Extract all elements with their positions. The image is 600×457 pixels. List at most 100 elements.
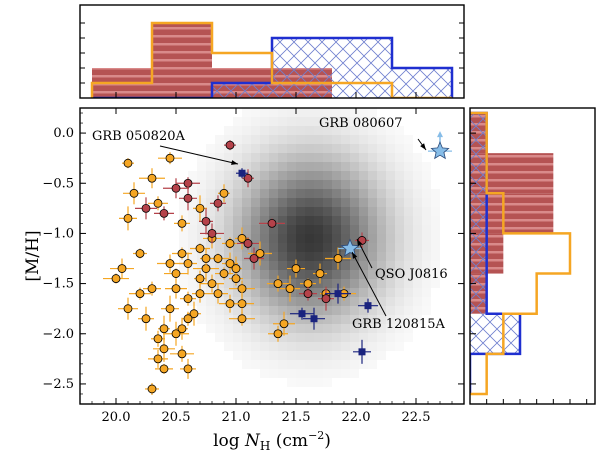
point-marker xyxy=(195,244,205,253)
density-cell xyxy=(314,216,323,225)
density-cell xyxy=(287,117,296,126)
density-cell xyxy=(404,207,413,216)
point-marker xyxy=(159,364,169,374)
density-cell xyxy=(341,279,350,288)
density-cell xyxy=(287,279,296,288)
density-cell xyxy=(404,315,413,324)
density-cell xyxy=(404,198,413,207)
data-point xyxy=(248,241,272,266)
density-cell xyxy=(215,153,224,162)
density-cell xyxy=(431,243,440,252)
density-cell xyxy=(215,207,224,216)
density-cell xyxy=(323,225,332,234)
data-point xyxy=(208,283,228,304)
data-point xyxy=(235,227,249,250)
density-cell xyxy=(269,162,278,171)
point-marker xyxy=(171,269,181,278)
annotation: GRB 120815A xyxy=(351,251,445,332)
density-cell xyxy=(395,198,404,207)
data-point xyxy=(129,287,151,300)
density-cell xyxy=(305,369,314,378)
density-cell xyxy=(386,306,395,315)
density-cell xyxy=(260,252,269,261)
density-cell xyxy=(305,180,314,189)
data-point xyxy=(139,168,165,189)
density-cell xyxy=(233,279,242,288)
density-cell xyxy=(350,270,359,279)
point-marker xyxy=(159,208,169,218)
density-cell xyxy=(404,261,413,270)
density-cell xyxy=(350,198,359,207)
density-cell xyxy=(179,207,188,216)
density-cell xyxy=(278,126,287,135)
y-tick-label: −0.5 xyxy=(42,176,74,191)
density-cell xyxy=(260,261,269,270)
density-cell xyxy=(368,171,377,180)
density-cell xyxy=(287,225,296,234)
density-cell xyxy=(260,243,269,252)
density-cell xyxy=(386,216,395,225)
data-point xyxy=(219,294,241,313)
density-cell xyxy=(188,270,197,279)
density-cell xyxy=(242,189,251,198)
density-cell xyxy=(332,162,341,171)
density-cell xyxy=(269,207,278,216)
density-cell xyxy=(368,324,377,333)
density-cell xyxy=(314,189,323,198)
density-cell xyxy=(359,243,368,252)
density-cell xyxy=(368,207,377,216)
density-cell xyxy=(251,333,260,342)
data-point xyxy=(145,382,159,395)
density-cell xyxy=(206,306,215,315)
density-cell xyxy=(215,180,224,189)
density-cell xyxy=(233,252,242,261)
density-cell xyxy=(251,315,260,324)
density-cell xyxy=(386,189,395,198)
density-cell xyxy=(422,306,431,315)
density-cell xyxy=(332,297,341,306)
density-cell xyxy=(395,270,404,279)
point-marker xyxy=(189,309,199,319)
density-cell xyxy=(260,135,269,144)
data-point xyxy=(153,335,175,362)
right-hist-blue-bar xyxy=(470,193,487,234)
density-cell xyxy=(323,342,332,351)
density-cell xyxy=(350,297,359,306)
point-marker xyxy=(279,319,289,329)
density-cell xyxy=(233,117,242,126)
density-cell xyxy=(242,207,251,216)
density-cell xyxy=(368,261,377,270)
point-marker xyxy=(207,279,217,288)
data-point xyxy=(164,268,188,279)
density-cell xyxy=(197,315,206,324)
density-cell xyxy=(332,234,341,243)
density-cell xyxy=(404,162,413,171)
density-cell xyxy=(188,207,197,216)
density-cell xyxy=(395,306,404,315)
density-cell xyxy=(260,117,269,126)
annotation-arrow-head xyxy=(420,143,426,150)
density-cell xyxy=(269,261,278,270)
density-cell xyxy=(260,297,269,306)
density-cell xyxy=(377,171,386,180)
density-cell xyxy=(341,135,350,144)
density-cell xyxy=(287,261,296,270)
density-cell xyxy=(188,171,197,180)
point-marker xyxy=(123,158,133,168)
right-hist-orange-outline xyxy=(470,111,572,396)
density-cell xyxy=(395,162,404,171)
density-cell xyxy=(206,216,215,225)
data-point xyxy=(119,206,137,231)
point-marker xyxy=(291,264,301,273)
density-cell xyxy=(233,198,242,207)
density-cell xyxy=(215,216,224,225)
density-cell xyxy=(350,324,359,333)
density-cell xyxy=(377,234,386,243)
density-cell xyxy=(350,171,359,180)
annotation-arrow-head xyxy=(231,160,238,165)
density-cell xyxy=(206,270,215,279)
density-cell xyxy=(269,360,278,369)
density-cell xyxy=(386,315,395,324)
density-cell xyxy=(314,288,323,297)
density-cell xyxy=(422,297,431,306)
